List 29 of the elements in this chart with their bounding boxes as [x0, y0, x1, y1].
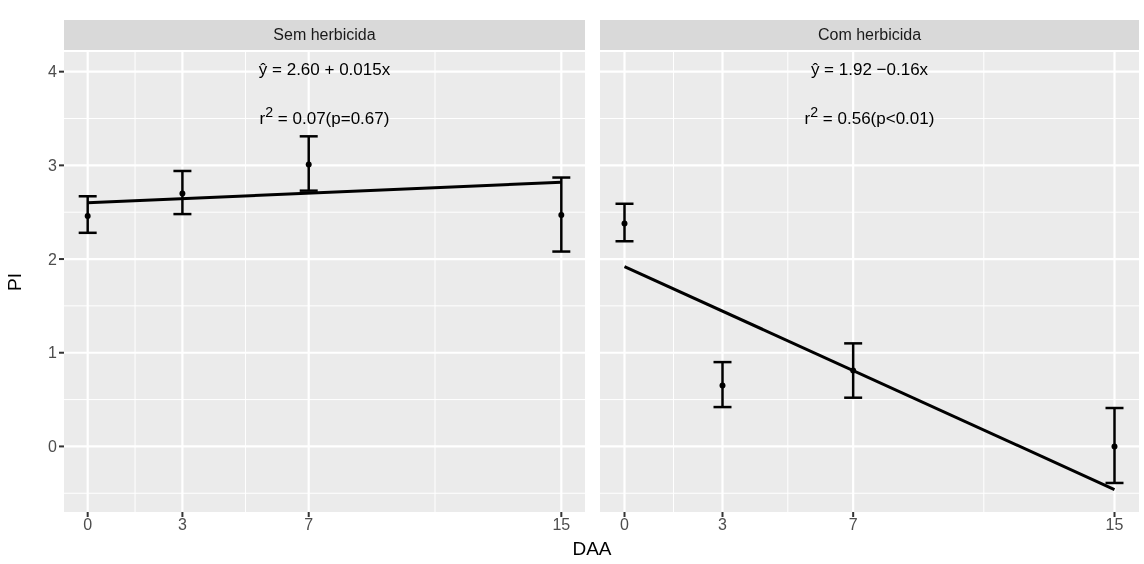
x-tick-label: 3: [718, 516, 728, 534]
y-tick-label: 1: [48, 344, 58, 362]
point: [850, 367, 857, 374]
point: [621, 220, 628, 227]
annotation: ŷ = 2.60 + 0.015x: [257, 60, 392, 80]
annotation: r$^{2}$ = 0.07(p=0.67): [258, 104, 391, 129]
point: [179, 190, 186, 197]
x-tick-label: 15: [1105, 516, 1124, 534]
x-tick-label: 7: [848, 516, 858, 534]
point: [84, 212, 91, 219]
y-tick-label: 4: [48, 63, 58, 81]
annotation: ŷ = 1.92 −0.16x: [809, 60, 930, 80]
y-axis-title: PI: [3, 272, 26, 293]
point: [558, 212, 565, 218]
x-tick-label: 3: [177, 516, 187, 534]
x-axis-title: DAA: [571, 538, 613, 560]
x-tick-label: 0: [83, 516, 93, 534]
x-tick-label: 15: [552, 516, 571, 534]
y-tick-label: 2: [48, 250, 58, 268]
x-tick-label: 0: [620, 516, 630, 534]
point: [1111, 443, 1118, 450]
x-tick-label: 7: [304, 516, 314, 534]
y-tick-label: 3: [48, 157, 58, 175]
y-tick-label: 0: [48, 438, 58, 456]
point: [305, 161, 312, 168]
annotation: r$^{2}$ = 0.56(p<0.01): [803, 104, 936, 129]
chart-title: Sem herbicida: [64, 20, 585, 50]
point: [719, 382, 726, 389]
chart-title: Com herbicida: [600, 20, 1139, 50]
